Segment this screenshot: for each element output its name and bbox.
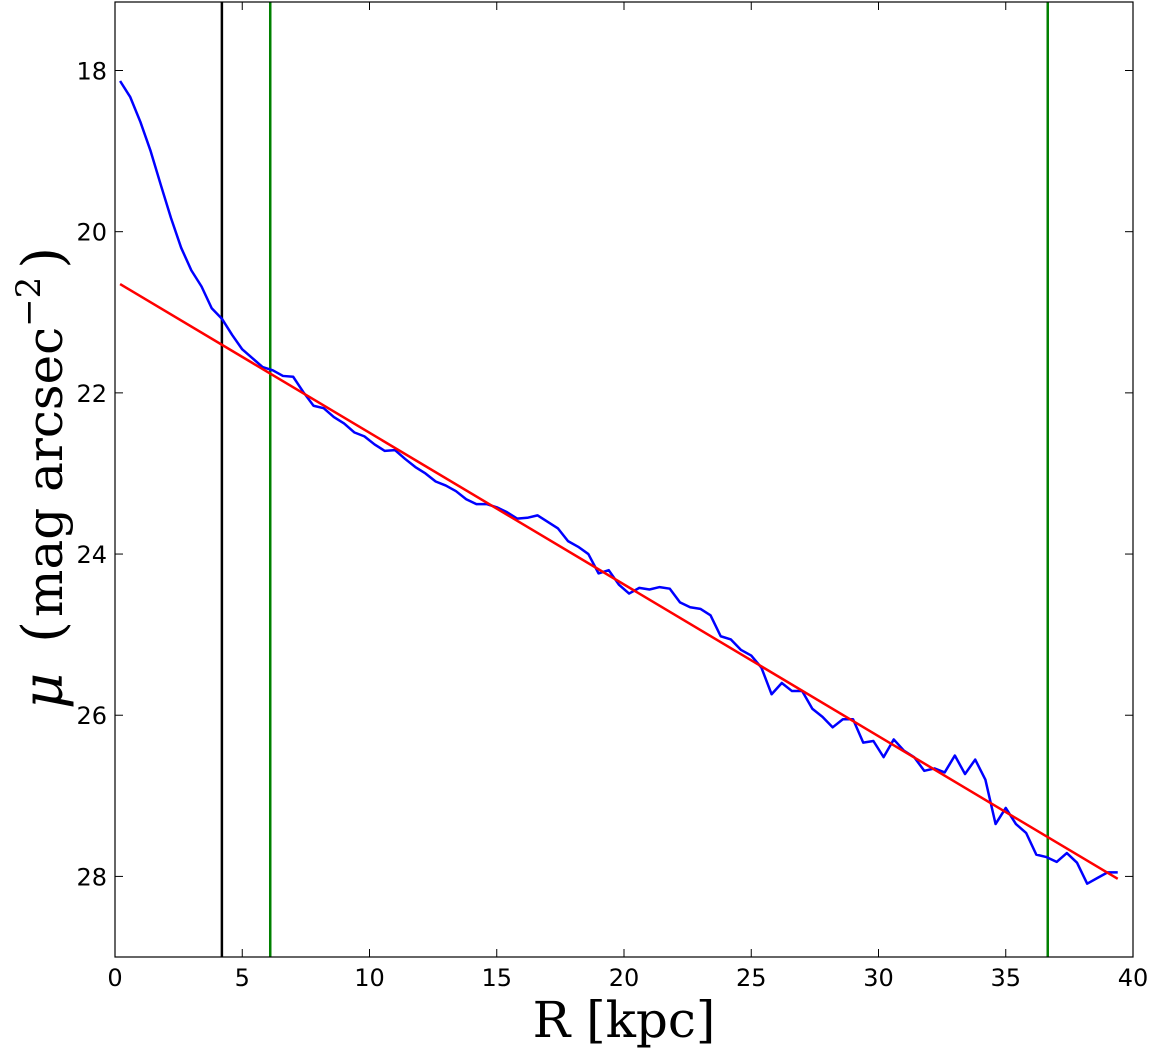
x-tick-label: 35 [990,964,1021,992]
plot-background [115,2,1133,957]
y-axis-label-exponent: −2 [9,277,49,327]
y-axis-label-open: ( [11,621,76,643]
x-tick-label: 25 [736,964,767,992]
x-tick-label: 40 [1118,964,1149,992]
x-tick-label: 0 [107,964,122,992]
x-tick-label: 20 [609,964,640,992]
x-tick-label: 10 [354,964,385,992]
y-tick-label: 24 [76,541,107,569]
axis-ticks: 0 5 10 15 20 25 30 35 40 18 20 22 24 26 28 [76,2,1148,992]
y-tick-label: 18 [76,58,107,86]
fit-series-line [119,282,1119,880]
y-tick-label: 20 [76,219,107,247]
y-tick-label: 28 [76,863,107,891]
profile-series-line [119,80,1118,885]
x-tick-label: 30 [863,964,894,992]
plot-frame [114,1,1134,958]
y-tick-label: 22 [76,380,107,408]
data-series [119,80,1119,885]
y-tick-label: 26 [76,702,107,730]
vertical-markers [220,2,1049,957]
y-axis-label-text: mag arcsec [16,327,74,617]
y-axis-label-close: ) [11,247,76,269]
x-axis-label: R [kpc] [533,991,716,1049]
y-axis-label: μ ( mag arcsec−2) [9,247,76,709]
x-tick-label: 15 [481,964,512,992]
x-tick-label: 5 [235,964,250,992]
y-axis-label-symbol: μ [11,673,76,709]
